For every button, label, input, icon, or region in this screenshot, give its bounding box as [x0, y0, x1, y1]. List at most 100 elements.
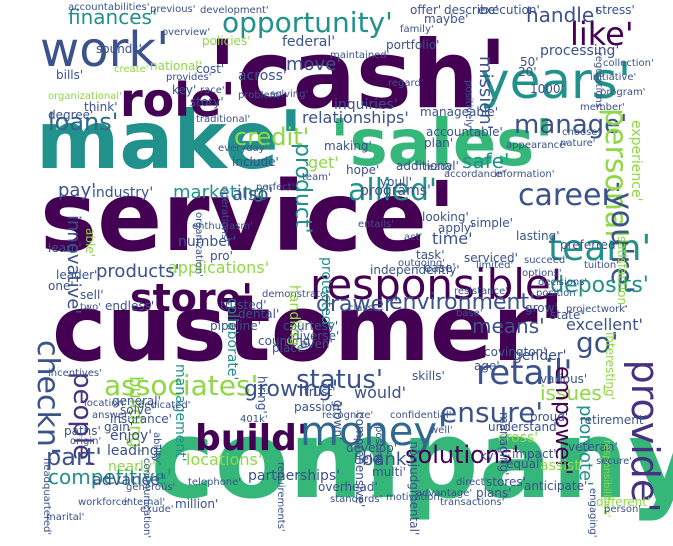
- word-70: hope': [346, 163, 379, 177]
- word-3: company': [151, 398, 673, 523]
- word-242: projectwork': [566, 304, 628, 315]
- word-97: key': [172, 83, 196, 97]
- word-199: one': [48, 279, 74, 293]
- word-113: ease': [424, 261, 456, 275]
- word-116: demonstrate': [262, 289, 329, 300]
- word-159: plans': [476, 486, 511, 500]
- word-84: courtesy': [283, 319, 338, 333]
- word-217: comprehensive': [353, 412, 367, 507]
- word-122: succeed': [524, 255, 568, 266]
- word-141: hiring': [255, 376, 269, 414]
- word-35: marketing': [173, 182, 270, 203]
- word-12: role': [120, 73, 235, 127]
- word-178: regard': [388, 78, 424, 89]
- word-164: multi': [372, 465, 406, 479]
- word-33: environment': [389, 290, 535, 315]
- word-173: previous': [150, 4, 196, 15]
- word-71: would': [354, 383, 406, 402]
- word-9: build': [195, 418, 308, 459]
- word-60: locations': [186, 450, 262, 469]
- word-210: apply': [438, 221, 474, 235]
- word-23: part': [46, 443, 102, 471]
- word-188: information': [494, 169, 554, 180]
- word-100: degree': [48, 108, 93, 122]
- word-144: general': [112, 394, 161, 408]
- word-85: diverse': [292, 329, 339, 343]
- word-14: provide': [623, 360, 667, 513]
- word-83: place': [272, 341, 308, 355]
- word-137: number': [178, 234, 237, 250]
- word-102: federal': [282, 34, 335, 50]
- word-38: deposits': [550, 273, 649, 298]
- word-227: secure': [596, 456, 632, 467]
- word-208: pro': [210, 249, 233, 263]
- word-105: ready': [424, 162, 455, 173]
- word-172: accountabilities': [68, 2, 149, 13]
- word-234: race': [200, 85, 225, 96]
- word-42: product': [290, 143, 315, 234]
- word-157: veteran': [568, 440, 618, 454]
- word-103: include': [232, 155, 279, 169]
- word-50: promote': [575, 405, 596, 486]
- word-25: manage': [514, 110, 627, 140]
- word-118: base': [456, 308, 483, 319]
- word-29: personal': [598, 108, 633, 246]
- word-147: dedicated': [138, 400, 190, 411]
- word-114: independently': [370, 263, 460, 277]
- word-171: describe': [444, 3, 498, 17]
- word-232: communication': [141, 458, 152, 538]
- word-121: options': [522, 268, 562, 279]
- word-239: maintained': [330, 50, 389, 61]
- word-110: serviced': [464, 251, 518, 265]
- word-184: member': [580, 102, 625, 113]
- word-68: processing': [540, 43, 619, 59]
- word-62: enjoy': [110, 428, 152, 444]
- word-150: cross': [498, 430, 538, 446]
- word-180: initiative': [590, 72, 636, 83]
- word-74: grow': [525, 301, 558, 315]
- word-237: organization': [193, 212, 204, 277]
- word-94: maybe': [424, 12, 468, 26]
- word-216: even': [300, 337, 333, 351]
- word-40: issues': [540, 381, 607, 405]
- word-167: passion': [294, 400, 343, 414]
- word-99: think': [84, 100, 118, 114]
- word-214: traditional': [196, 114, 250, 125]
- word-77: various': [540, 372, 587, 386]
- word-19: status': [296, 365, 383, 395]
- word-243: perfect': [256, 182, 294, 193]
- word-28: career': [518, 178, 622, 213]
- word-222: posting': [373, 426, 384, 466]
- word-238: solving': [270, 89, 308, 100]
- word-129: 1000': [530, 82, 564, 96]
- word-138: dental': [238, 307, 279, 321]
- word-27: like': [570, 15, 634, 53]
- word-165: nonjudgmental': [407, 441, 421, 535]
- word-87: stores': [486, 475, 526, 489]
- word-209: enthusiasm': [192, 221, 253, 232]
- word-203: incentives': [48, 368, 102, 379]
- word-75: gender': [513, 348, 566, 364]
- word-101: bills': [56, 68, 83, 82]
- word-54: industry': [92, 185, 153, 201]
- word-168: age': [474, 359, 500, 373]
- word-177: family': [400, 24, 434, 35]
- word-82: pipeline': [210, 319, 261, 333]
- word-59: advance': [92, 470, 164, 489]
- word-88: different': [596, 495, 650, 509]
- word-96: cost': [196, 62, 224, 76]
- word-136: everyday': [218, 143, 267, 154]
- word-72: excellent': [566, 315, 643, 334]
- word-44: programs': [360, 183, 431, 199]
- word-231: ability': [151, 432, 162, 465]
- word-17: team': [548, 228, 651, 269]
- word-153: impact': [512, 447, 557, 461]
- word-120: position': [536, 288, 578, 299]
- word-109: preferred': [560, 238, 619, 252]
- word-205: recognize': [322, 410, 373, 421]
- word-145: solve': [120, 403, 155, 417]
- word-202: headquartered': [41, 458, 52, 535]
- word-161: standards': [330, 494, 382, 505]
- word-186: nature': [560, 138, 596, 149]
